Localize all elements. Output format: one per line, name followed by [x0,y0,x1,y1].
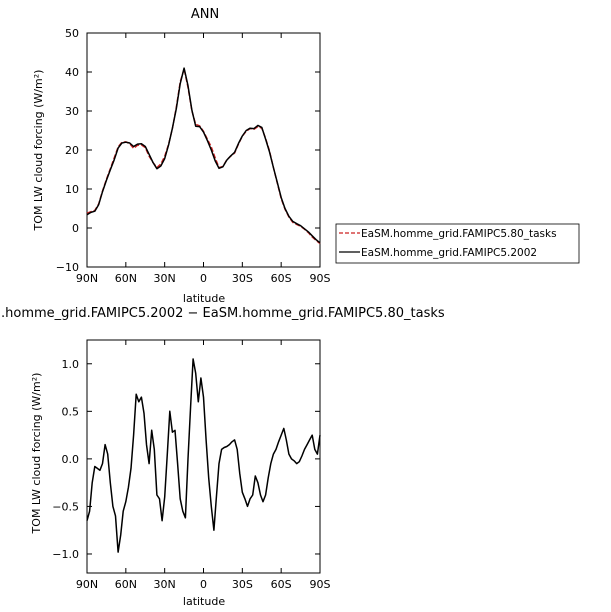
chart-bottom-y-ticks: −1.0 −0.5 0.0 0.5 1.0 [52,358,320,561]
chart-bottom-series-line-1 [86,358,321,553]
chart-top-series-line-2 [86,67,321,244]
chart-bottom-plot-frame [86,339,321,574]
chart-top-plot-frame [86,32,321,268]
chart-top-x-ticks: 90N 60N 30N 0 30S 60S 90S [76,33,331,285]
chart-bottom-y-tick-label: 1.0 [62,358,80,371]
chart-top-y-ticks: −10 0 10 20 30 40 50 [56,27,320,274]
chart-top-x-tick-label: 90S [310,272,331,285]
chart-top-y-tick-label: −10 [56,261,79,274]
chart-top-series-line-1 [86,68,321,245]
chart-top-y-tick-label: 30 [65,105,79,118]
chart-top-x-axis-label: latitude [183,292,225,305]
chart-top-x-tick-label: 60S [271,272,292,285]
chart-bottom: EaSM.homme_grid.FAMIPC5.2002 − EaSM.homm… [0,306,445,608]
chart-bottom-x-tick-label: 30N [154,578,176,591]
chart-bottom-y-tick-label: 0.0 [62,453,80,466]
chart-bottom-y-tick-label: −0.5 [52,500,79,513]
chart-top-y-tick-label: 0 [72,222,79,235]
chart-top-x-tick-label: 0 [200,272,207,285]
chart-top-y-axis-label: TOM LW cloud forcing (W/m²) [32,70,45,232]
chart-bottom-y-tick-label: −1.0 [52,548,79,561]
chart-top-title: ANN [191,7,219,22]
chart-bottom-y-axis-label: TOM LW cloud forcing (W/m²) [30,373,43,535]
legend-label-series-2: EaSM.homme_grid.FAMIPC5.2002 [361,247,537,259]
chart-top-y-tick-label: 40 [65,66,79,79]
chart-bottom-x-tick-label: 60S [271,578,292,591]
chart-bottom-x-ticks: 90N 60N 30N 0 30S 60S 90S [76,340,331,591]
chart-top-y-tick-label: 50 [65,27,79,40]
chart-top-series [86,67,321,245]
chart-bottom-x-tick-label: 60N [115,578,137,591]
chart-bottom-x-tick-label: 90N [76,578,98,591]
chart-top: ANN −10 0 10 20 30 40 50 90N 60N 30N 0 30S 60S 90S T… [32,7,580,305]
chart-top-x-tick-label: 30S [232,272,253,285]
chart-bottom-x-axis-label: latitude [183,595,225,608]
chart-bottom-x-tick-label: 0 [200,578,207,591]
chart-bottom-y-tick-label: 0.5 [62,405,80,418]
chart-top-x-tick-label: 60N [115,272,137,285]
chart-top-x-tick-label: 30N [154,272,176,285]
chart-bottom-x-tick-label: 90S [310,578,331,591]
chart-bottom-x-tick-label: 30S [232,578,253,591]
chart-top-y-tick-label: 10 [65,183,79,196]
legend-label-series-1: EaSM.homme_grid.FAMIPC5.80_tasks [361,228,557,240]
chart-top-legend: EaSM.homme_grid.FAMIPC5.80_tasks EaSM.ho… [335,223,580,264]
chart-top-y-tick-label: 20 [65,144,79,157]
chart-bottom-series [86,358,321,553]
chart-bottom-title: EaSM.homme_grid.FAMIPC5.2002 − EaSM.homm… [0,306,445,321]
chart-top-x-tick-label: 90N [76,272,98,285]
legend-box [335,223,580,264]
